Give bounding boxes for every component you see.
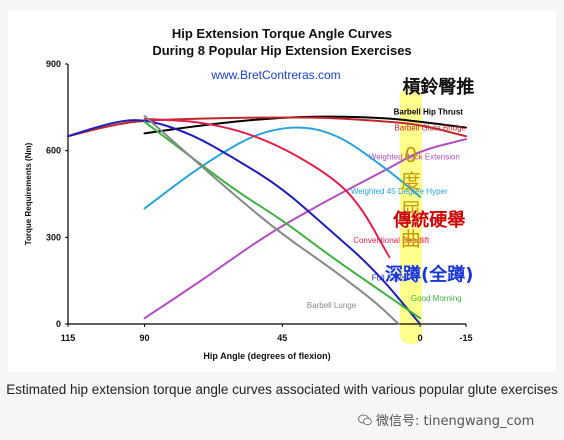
series-label: Good Morning	[411, 294, 462, 303]
chart-url: www.BretContreras.com	[210, 68, 340, 82]
series-line-barbell-hip-thrust	[143, 115, 467, 135]
annotation-label: 度	[401, 169, 421, 193]
series-label: Barbell Lunge	[307, 301, 357, 310]
series-label: Barbell Hip Thrust	[394, 108, 464, 117]
x-tick-label: 45	[277, 333, 287, 343]
figure-caption: Estimated hip extension torque angle cur…	[6, 382, 558, 397]
x-axis-label: Hip Angle (degrees of flexion)	[203, 351, 330, 361]
series-label: Conventional Deadlift	[353, 236, 430, 245]
annotation-label: 0	[405, 143, 418, 167]
series-label: Weighted 45 Degree Hyper	[351, 187, 448, 196]
chart-card	[8, 10, 556, 372]
series-line-weighted-back-extension	[143, 138, 467, 320]
series-line-good-morning	[143, 120, 422, 320]
annotation-label: 槓鈴臀推	[402, 76, 474, 98]
annotation-label: 屈	[401, 198, 421, 222]
y-axis-label: Torque Requirements (Nm)	[24, 142, 33, 245]
chart-title: Hip Extension Torque Angle Curves	[172, 26, 392, 41]
wechat-id: 微信号: tinengwang_com	[376, 414, 535, 429]
series-line-conventional-deadlift	[143, 117, 391, 259]
series-line-barbell-lunge	[143, 115, 400, 325]
annotation-label: 深蹲(全蹲)	[385, 264, 473, 286]
zero-degree-highlight	[399, 86, 422, 344]
series-line-weighted-45-degree-hyper	[143, 126, 422, 210]
y-tick-label: 600	[46, 146, 61, 156]
annotation-label: 曲	[401, 227, 421, 251]
wechat-icon	[358, 414, 372, 426]
x-tick-label: 90	[140, 333, 150, 343]
x-tick-label: -15	[459, 333, 472, 343]
wechat-watermark: 微信号: tinengwang_com	[358, 410, 534, 429]
series-label: Full Squat	[372, 274, 409, 283]
annotation-label: 傳統硬舉	[392, 209, 466, 231]
y-tick-label: 0	[56, 319, 61, 329]
series-line-barbell-glute-bridge	[67, 116, 467, 138]
chart-subtitle: During 8 Popular Hip Extension Exercises	[152, 43, 411, 58]
series-label: Weighted Back Extension	[369, 152, 460, 161]
y-tick-label: 900	[46, 59, 61, 69]
x-tick-label: 0	[418, 333, 423, 343]
series-line-full-squat	[67, 119, 422, 325]
y-tick-label: 300	[46, 232, 61, 242]
series-label: Barbell Glute Bridge	[394, 123, 466, 132]
x-tick-label: 115	[61, 333, 76, 343]
